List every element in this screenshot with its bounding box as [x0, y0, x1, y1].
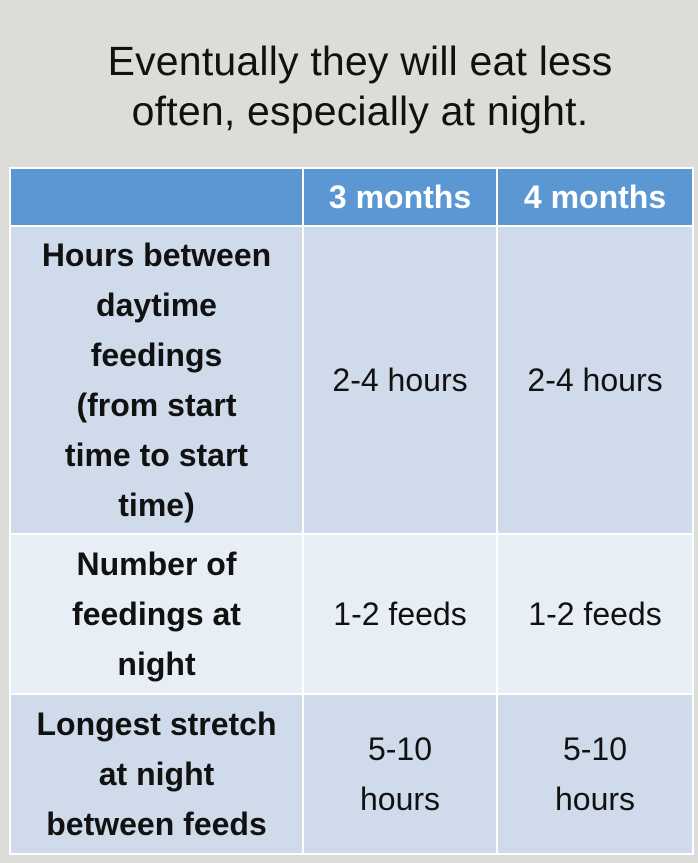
slide-title: Eventually they will eat less often, esp…	[40, 36, 680, 136]
cell-value: 1-2 feeds	[528, 596, 662, 632]
feeding-schedule-table: 3 months 4 months Hours between daytime …	[9, 167, 694, 855]
table-row: Longest stretch at night between feeds 5…	[9, 693, 694, 855]
row-label-line: (from start	[76, 387, 237, 423]
row-label-line: time to start	[64, 437, 249, 473]
row-label-line: night	[117, 646, 196, 682]
row-label-line: Number of	[76, 546, 237, 582]
cell-value-line: 5-10	[367, 731, 433, 767]
cell-value-line: 5-10	[562, 731, 628, 767]
row-label-line: between feeds	[46, 806, 267, 842]
header-cell-3-months: 3 months	[302, 167, 498, 227]
row-label-line: time)	[118, 487, 195, 523]
table-header-row: 3 months 4 months	[9, 167, 694, 227]
slide-title-line-2: often, especially at night.	[131, 88, 589, 134]
cell-3-months-hours-between: 2-4 hours	[302, 225, 498, 535]
slide-title-line-1: Eventually they will eat less	[107, 38, 613, 84]
row-label-line: Longest stretch	[36, 706, 277, 742]
row-label-line: at night	[98, 756, 215, 792]
row-label-line: daytime	[96, 287, 217, 323]
cell-value-line: hours	[359, 781, 441, 817]
cell-value: 1-2 feeds	[333, 596, 467, 632]
cell-value: 2-4 hours	[332, 362, 468, 398]
header-cell-4-months: 4 months	[496, 167, 694, 227]
row-label-line: feedings	[90, 337, 223, 373]
row-label-line: feedings at	[72, 596, 241, 632]
cell-3-months-longest-stretch: 5-10 hours	[302, 693, 498, 855]
table-row: Number of feedings at night 1-2 feeds 1-…	[9, 533, 694, 695]
cell-3-months-feedings-at-night: 1-2 feeds	[302, 533, 498, 695]
table-row: Hours between daytime feedings (from sta…	[9, 225, 694, 535]
row-label-longest-stretch: Longest stretch at night between feeds	[9, 693, 304, 855]
row-label-hours-between-feedings: Hours between daytime feedings (from sta…	[9, 225, 304, 535]
cell-value: 2-4 hours	[527, 362, 663, 398]
row-label-line: Hours between	[41, 237, 272, 273]
cell-4-months-feedings-at-night: 1-2 feeds	[496, 533, 694, 695]
cell-4-months-longest-stretch: 5-10 hours	[496, 693, 694, 855]
cell-4-months-hours-between: 2-4 hours	[496, 225, 694, 535]
header-cell-empty	[9, 167, 304, 227]
row-label-feedings-at-night: Number of feedings at night	[9, 533, 304, 695]
cell-value-line: hours	[554, 781, 636, 817]
